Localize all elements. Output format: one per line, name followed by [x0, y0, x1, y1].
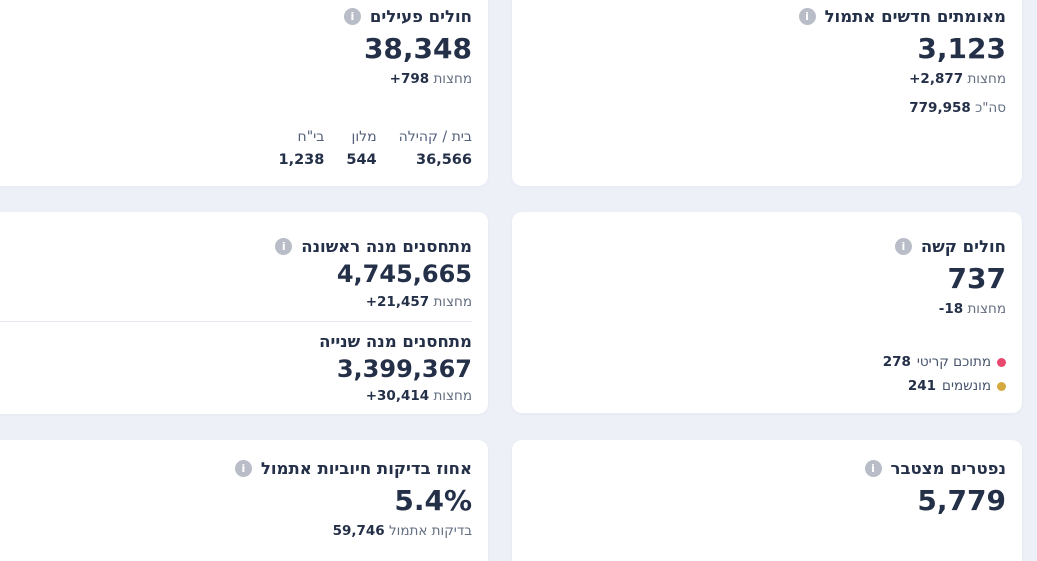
card-severe-patients: חולים קשה i 737 -18 מחצות מתוכם קריטי 27…	[512, 212, 1022, 413]
card-header: אחוז בדיקות חיוביות אתמול i	[0, 458, 472, 479]
breakdown-hotel: מלון 544	[346, 129, 376, 168]
card-title: חולים קשה	[920, 237, 1006, 256]
main-value: 38,348	[363, 32, 472, 66]
delta-value: +2,877	[909, 71, 964, 88]
card-header: נפטרים מצטבר i	[528, 458, 1006, 479]
critical-label: מתוכם קריטי	[916, 354, 991, 371]
breakdown-value: 544	[346, 152, 377, 168]
card-header: מתחסנים מנה שנייה	[0, 331, 472, 352]
main-value: 3,123	[917, 32, 1006, 66]
delta-line: +30,414 מחצות	[0, 388, 472, 405]
card-header: חולים פעילים i	[0, 6, 472, 27]
delta-value: +21,457	[365, 293, 430, 310]
card-header: מאומתים חדשים אתמול i	[528, 6, 1006, 27]
delta-label: מחצות	[967, 301, 1006, 318]
card-title: מתחסנים מנה ראשונה	[301, 237, 472, 256]
delta-line: +798 מחצות	[0, 71, 472, 88]
ventilated-value: 241	[907, 378, 937, 395]
main-value: 5.4%	[394, 484, 472, 518]
delta-value: +30,414	[365, 388, 430, 405]
severe-sublist: מתוכם קריטי 278 מונשמים 241	[528, 354, 1006, 397]
delta-label: מחצות	[433, 293, 472, 310]
tests-label: בדיקות אתמול	[388, 523, 472, 540]
breakdown-hospital: בי"ח 1,238	[278, 129, 324, 168]
info-icon[interactable]: i	[798, 8, 816, 26]
main-value: 4,745,665	[336, 260, 472, 289]
location-breakdown: בית / קהילה 36,566 מלון 544 בי"ח 1,238	[0, 129, 472, 170]
info-icon[interactable]: i	[343, 8, 361, 26]
critical-dot-icon	[997, 358, 1006, 368]
tests-value: 59,746	[332, 523, 385, 540]
info-icon[interactable]: i	[234, 460, 252, 478]
card-header: חולים קשה i	[528, 236, 1006, 257]
info-icon[interactable]: i	[864, 460, 882, 478]
tests-line: 59,746 בדיקות אתמול	[0, 523, 472, 540]
divider	[0, 320, 472, 322]
card-positive-rate: אחוז בדיקות חיוביות אתמול i 5.4% 59,746 …	[0, 440, 488, 561]
info-icon[interactable]: i	[275, 238, 293, 256]
card-title: מתחסנים מנה שנייה	[319, 331, 472, 351]
delta-value: -18	[938, 301, 964, 318]
card-deaths: נפטרים מצטבר i 5,779	[512, 440, 1022, 561]
critical-line: מתוכם קריטי 278	[528, 354, 1006, 371]
main-value: 3,399,367	[336, 354, 472, 383]
card-title: אחוז בדיקות חיוביות אתמול	[260, 459, 472, 478]
delta-value: +798	[389, 71, 430, 88]
ventilated-dot-icon	[997, 382, 1006, 392]
delta-label: מחצות	[967, 71, 1006, 88]
total-value: 779,958	[909, 100, 971, 117]
breakdown-home-community: בית / קהילה 36,566	[399, 129, 472, 168]
delta-line: +21,457 מחצות	[0, 294, 472, 311]
ventilated-line: מונשמים 241	[528, 378, 1006, 395]
delta-label: מחצות	[433, 71, 472, 88]
main-value: 5,779	[917, 484, 1006, 518]
delta-line: -18 מחצות	[528, 301, 1006, 318]
delta-line: +2,877 מחצות	[528, 71, 1006, 88]
delta-label: מחצות	[433, 388, 472, 405]
total-line: 779,958 סה"כ	[528, 100, 1006, 117]
breakdown-label: בי"ח	[297, 129, 325, 146]
info-icon[interactable]: i	[894, 238, 912, 256]
card-title: חולים פעילים	[369, 7, 472, 26]
total-label: סה"כ	[975, 100, 1006, 117]
ventilated-label: מונשמים	[942, 378, 991, 395]
main-value: 737	[947, 262, 1006, 296]
card-active-patients: חולים פעילים i 38,348 +798 מחצות בית / ק…	[0, 0, 488, 186]
card-header: מתחסנים מנה ראשונה i	[0, 236, 472, 257]
breakdown-value: 36,566	[416, 152, 472, 168]
breakdown-value: 1,238	[278, 152, 325, 168]
breakdown-label: מלון	[351, 129, 377, 146]
card-title: מאומתים חדשים אתמול	[824, 7, 1006, 26]
card-title: נפטרים מצטבר	[890, 459, 1006, 478]
card-new-confirmed: מאומתים חדשים אתמול i 3,123 +2,877 מחצות…	[512, 0, 1022, 186]
breakdown-label: בית / קהילה	[398, 129, 472, 146]
critical-value: 278	[882, 354, 911, 371]
card-vaccinated: מתחסנים מנה ראשונה i 4,745,665 +21,457 מ…	[0, 212, 488, 414]
